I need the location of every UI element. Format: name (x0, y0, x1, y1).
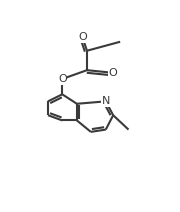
Text: O: O (109, 68, 117, 78)
Text: N: N (102, 96, 110, 106)
Text: O: O (58, 74, 67, 84)
Text: O: O (78, 32, 87, 42)
